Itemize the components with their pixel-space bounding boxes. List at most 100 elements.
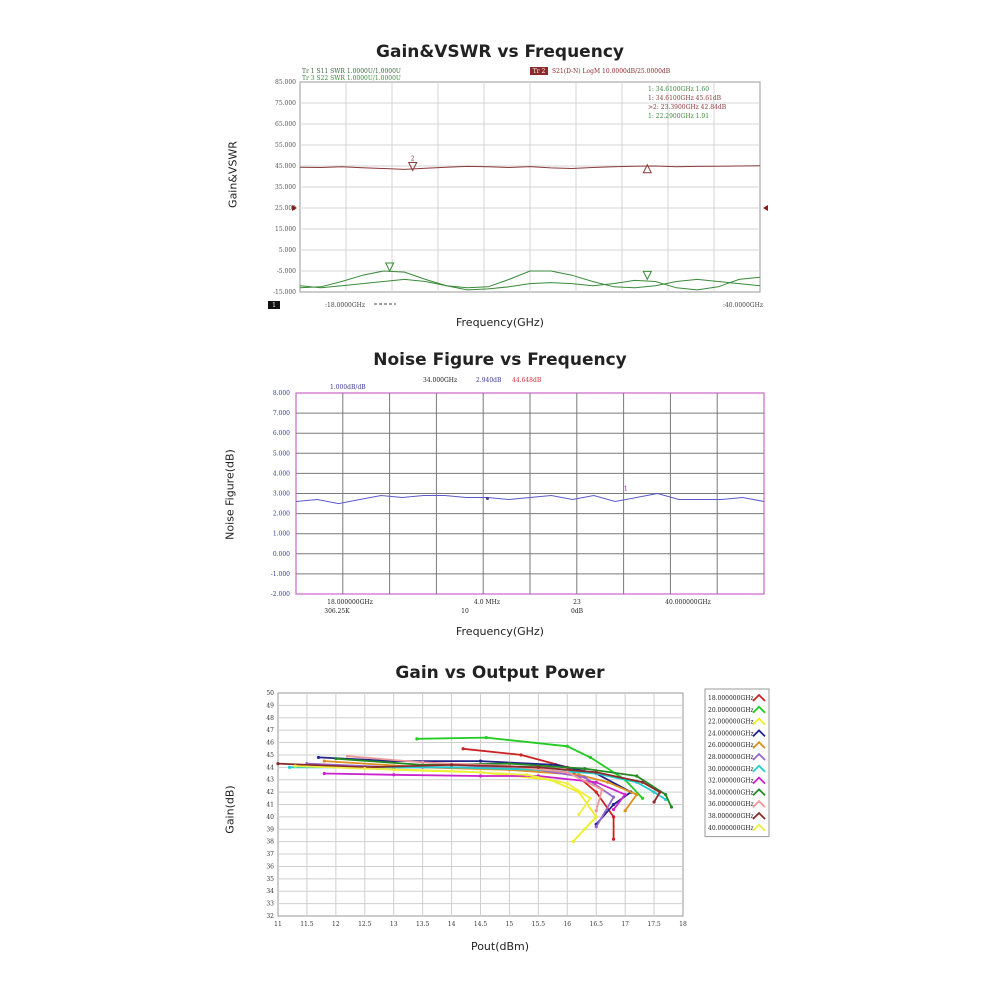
series-point	[577, 773, 581, 777]
x-tick-label: 14	[448, 921, 456, 928]
series-point	[507, 764, 512, 768]
series-point	[583, 766, 587, 771]
series-point	[363, 765, 367, 769]
series-point	[594, 825, 598, 829]
series-point	[623, 792, 627, 797]
y-tick-label: -5.000	[277, 268, 296, 275]
x-tick-label: 15	[506, 921, 514, 928]
series-point	[536, 765, 540, 769]
series-point	[565, 770, 569, 774]
legend-label: 24.000000GHz	[708, 730, 754, 737]
series-point	[478, 770, 483, 774]
chart2-ylabel: Noise Figure(dB)	[223, 449, 237, 540]
series-point	[594, 809, 598, 813]
series-line	[277, 762, 662, 803]
y-tick-label: 3.000	[273, 491, 290, 498]
series-point	[421, 765, 425, 769]
series-point	[478, 759, 483, 763]
legend-label: 26.000000GHz	[708, 742, 754, 749]
y-tick-label: 6.000	[273, 430, 290, 437]
legend-swatch	[752, 705, 766, 714]
y-tick-label: 85.000	[275, 79, 296, 86]
chart1-xlabel: Frequency(GHz)	[456, 316, 544, 329]
scale-label: 1.000dB/dB	[330, 384, 366, 391]
x-tick-label: 18	[679, 921, 687, 928]
series-point	[577, 812, 581, 817]
series-point	[449, 769, 454, 773]
series-point	[594, 771, 598, 776]
series-point	[548, 778, 552, 782]
legend-label: 18.000000GHz	[708, 695, 754, 702]
series-point	[583, 827, 587, 831]
y-tick-label: 36	[266, 863, 274, 870]
legend-swatch	[752, 811, 766, 820]
series-point	[664, 792, 668, 797]
x-tick-label: 16.5	[590, 921, 604, 928]
legend-label: 30.000000GHz	[708, 766, 754, 773]
x-end-label: :40.0000GHz	[723, 302, 763, 309]
series-point	[594, 771, 598, 776]
channel-tag-box	[268, 301, 280, 309]
marker-triangle	[384, 262, 395, 273]
legend-swatch	[752, 823, 766, 832]
footer-label: 4.0 MHz	[474, 599, 500, 606]
x-tick-label: 13	[390, 921, 398, 928]
trace-label: Tr 1 S11 SWR 1.0000U/1.0000U	[302, 68, 401, 75]
series-point	[322, 759, 326, 763]
series-point	[392, 759, 396, 763]
series-point	[363, 766, 367, 771]
x-tick-label: 15.5	[532, 921, 546, 928]
footer-label: 40.000000GHz	[665, 599, 711, 606]
y-tick-label: 45	[266, 752, 274, 759]
series-point	[322, 771, 326, 776]
series-point	[316, 755, 321, 760]
y-tick-label: 0.000	[273, 551, 290, 558]
series-line	[463, 747, 615, 840]
y-tick-label: 48	[266, 715, 274, 722]
series-line	[295, 492, 765, 505]
s21-label: S21(D-N) LogM 10.0000dB/25.0000dB	[552, 68, 671, 75]
x-tick-label: 11	[274, 921, 282, 928]
series-point	[392, 768, 396, 772]
series-point	[594, 822, 598, 826]
chart2-xlabel: Frequency(GHz)	[456, 625, 544, 638]
series-point	[635, 780, 639, 784]
marker-readout: >2: 23.3900GHz 42.84dB	[648, 104, 727, 111]
series-point	[421, 763, 425, 767]
series-point	[635, 774, 639, 778]
y-tick-label: 25.000	[275, 205, 296, 212]
legend-label: 32.000000GHz	[708, 778, 754, 785]
y-tick-label: 1.000	[273, 531, 290, 538]
marker-number: 2	[411, 156, 415, 163]
series-point	[664, 797, 668, 802]
y-tick-label: 7.000	[273, 410, 290, 417]
series-line	[299, 270, 761, 289]
x-tick-label: 11.5	[300, 921, 314, 928]
marker-triangle	[407, 162, 418, 172]
y-tick-label: 8.000	[273, 390, 290, 397]
series-point	[525, 773, 529, 777]
chart3-ylabel: Gain(dB)	[223, 785, 237, 834]
legend-swatch	[752, 729, 766, 738]
y-tick-label: 32	[266, 913, 274, 920]
legend-swatch	[752, 764, 766, 773]
series-point	[611, 802, 616, 807]
y-tick-label: 34	[266, 888, 274, 895]
x-tick-label: 12.5	[358, 921, 372, 928]
series-point	[611, 795, 616, 799]
series-point	[293, 764, 297, 768]
chart1-title: Gain&VSWR vs Frequency	[376, 42, 624, 62]
y-tick-label: 4.000	[273, 470, 290, 477]
y-tick-label: 2.000	[273, 511, 290, 518]
plot-frame	[277, 692, 684, 917]
series-point	[484, 736, 488, 740]
y-tick-label: 35.000	[275, 184, 296, 191]
footer-label: 0dB	[571, 608, 584, 615]
y-tick-label: 45.000	[275, 163, 296, 170]
series-point	[640, 780, 645, 784]
channel-tag: 1	[272, 302, 276, 309]
ref-arrow-left	[292, 205, 297, 211]
series-point	[565, 744, 569, 748]
footer-label: 18.000000GHz	[327, 599, 373, 606]
series-point	[623, 809, 627, 813]
